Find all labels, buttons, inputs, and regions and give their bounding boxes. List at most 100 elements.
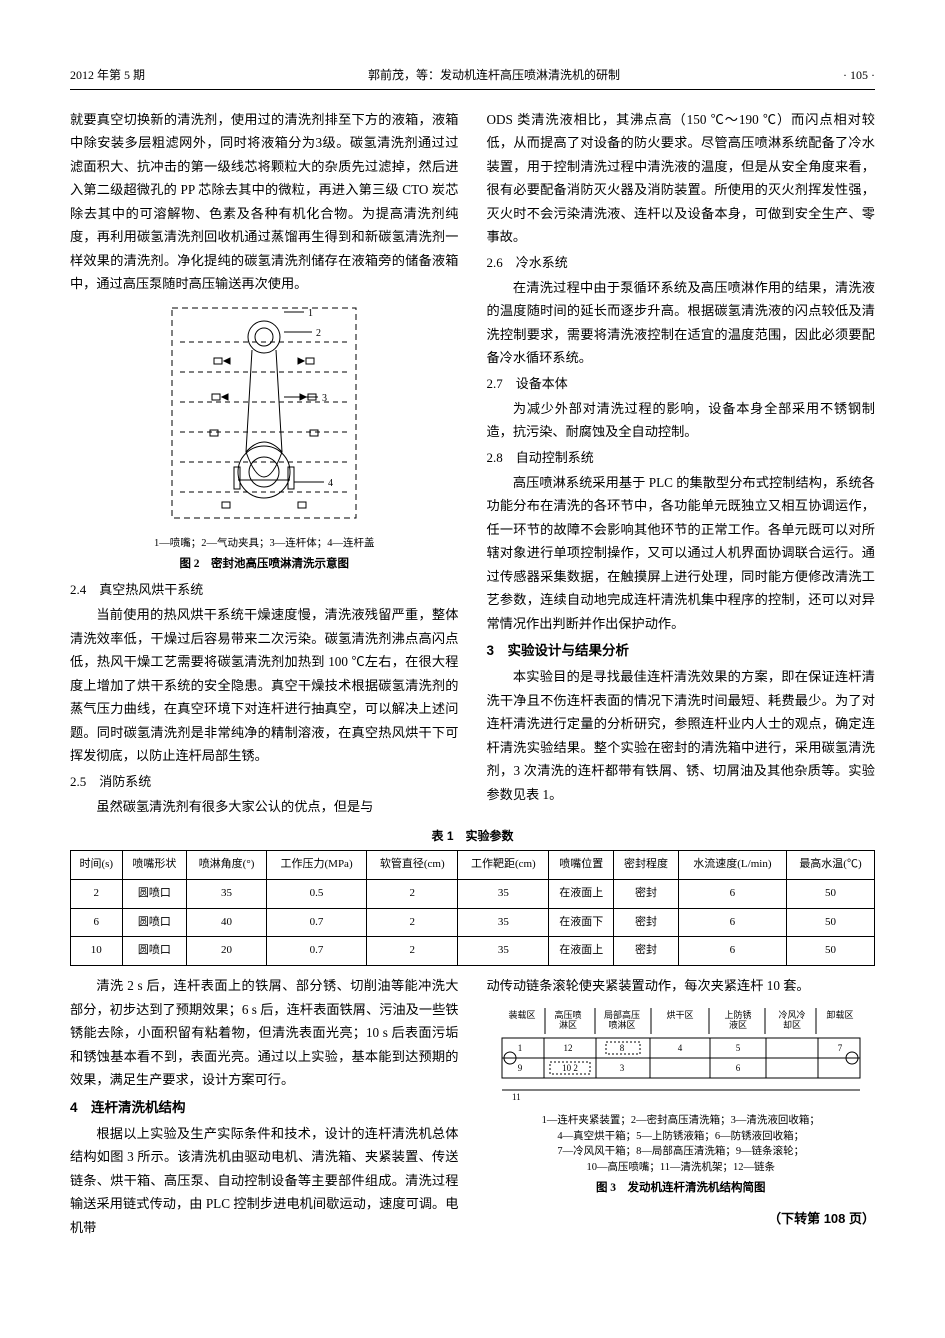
table-cell: 圆喷口 — [122, 908, 187, 937]
table-cell: 35 — [458, 937, 549, 966]
svg-text:3: 3 — [322, 393, 327, 404]
svg-text:12: 12 — [563, 1043, 572, 1053]
svg-text:1: 1 — [308, 308, 313, 319]
table-cell: 圆喷口 — [122, 937, 187, 966]
header-title: 郭前茂，等：发动机连杆高压喷淋清洗机的研制 — [145, 65, 843, 87]
table-row: 2圆喷口350.5235在液面上密封650 — [71, 879, 875, 908]
figure-3-zone-label: 喷淋区 — [608, 1019, 635, 1030]
table-cell: 6 — [678, 937, 786, 966]
table-cell: 6 — [71, 908, 123, 937]
table-1-col-header: 最高水温(℃) — [786, 851, 874, 880]
table-1-col-header: 时间(s) — [71, 851, 123, 880]
table-cell: 10 — [71, 937, 123, 966]
para-2-4: 当前使用的热风烘干系统干燥速度慢，清洗液残留严重，整体清洗效率低，干燥过后容易带… — [70, 603, 459, 768]
para-2-6: 在清洗过程中由于泵循环系统及高压喷淋作用的结果，清洗液的温度随时间的延长而逐步升… — [487, 276, 876, 370]
svg-text:4: 4 — [328, 478, 333, 489]
figure-3-legend-line: 1—连杆夹紧装置；2—密封高压清洗箱；3—清洗液回收箱； — [487, 1113, 876, 1129]
svg-text:11: 11 — [512, 1092, 521, 1102]
figure-3-legend-line: 10—高压喷嘴；11—清洗机架；12—链条 — [487, 1160, 876, 1176]
right-column: ODS 类清洗液相比，其沸点高（150 ℃～190 ℃）而闪点相对较低，从而提高… — [487, 108, 876, 821]
figure-2-legend: 1—喷嘴；2—气动夹具；3—连杆体；4—连杆盖 — [70, 536, 459, 552]
para-2-7: 为减少外部对清洗过程的影响，设备本身全部采用不锈钢制造，抗污染、耐腐蚀及全自动控… — [487, 397, 876, 444]
svg-text:5: 5 — [736, 1043, 741, 1053]
header-issue: 2012 年第 5 期 — [70, 65, 145, 87]
para-chain: 动传动链条滚轮使夹紧装置动作，每次夹紧连杆 10 套。 — [487, 974, 876, 998]
figure-3-zone-label: 液区 — [729, 1019, 747, 1030]
figure-3-zone-label: 上防锈 — [724, 1009, 751, 1020]
table-cell: 35 — [458, 908, 549, 937]
para-ods: ODS 类清洗液相比，其沸点高（150 ℃～190 ℃）而闪点相对较低，从而提高… — [487, 108, 876, 249]
para-carbon-cleaner: 就要真空切换新的清洗剂，使用过的清洗剂排至下方的液箱，液箱中除安装多层粗滤网外，… — [70, 108, 459, 296]
table-cell: 50 — [786, 879, 874, 908]
figure-3-title: 图 3 发动机连杆清洗机结构简图 — [487, 1178, 876, 1199]
table-1-col-header: 喷淋角度(°) — [187, 851, 267, 880]
table-1-block: 表 1 实验参数 时间(s)喷嘴形状喷淋角度(°)工作压力(MPa)软管直径(c… — [70, 826, 875, 966]
table-cell: 0.7 — [266, 908, 366, 937]
heading-2-4: 2.4 真空热风烘干系统 — [70, 578, 459, 601]
table-cell: 圆喷口 — [122, 879, 187, 908]
upper-columns: 就要真空切换新的清洗剂，使用过的清洗剂排至下方的液箱，液箱中除安装多层粗滤网外，… — [70, 108, 875, 821]
figure-3-zone-label: 卸载区 — [826, 1009, 853, 1020]
figure-3-zone-label: 装载区 — [508, 1009, 535, 1020]
table-cell: 0.7 — [266, 937, 366, 966]
table-cell: 6 — [678, 879, 786, 908]
figure-3-legend-line: 7—冷风风干箱；8—局部高压清洗箱；9—链条滚轮； — [487, 1144, 876, 1160]
figure-3-zone-label: 高压喷 — [554, 1009, 581, 1020]
svg-text:3: 3 — [620, 1063, 625, 1073]
para-4: 根据以上实验及生产实际条件和技术，设计的连杆清洗机总体结构如图 3 所示。该清洗… — [70, 1122, 459, 1240]
lower-left-column: 清洗 2 s 后，连杆表面上的铁屑、部分锈、切削油等能冲洗大部分，初步达到了预期… — [70, 974, 459, 1241]
table-cell: 2 — [367, 879, 458, 908]
figure-3-zone-label: 淋区 — [559, 1019, 577, 1030]
page: 2012 年第 5 期 郭前茂，等：发动机连杆高压喷淋清洗机的研制 · 105 … — [0, 0, 945, 1338]
header-pagenum: · 105 · — [843, 65, 875, 87]
table-1-col-header: 喷嘴位置 — [549, 851, 614, 880]
svg-text:9: 9 — [518, 1063, 523, 1073]
table-cell: 20 — [187, 937, 267, 966]
continuation-note: （下转第 108 页） — [487, 1207, 876, 1230]
table-1: 时间(s)喷嘴形状喷淋角度(°)工作压力(MPa)软管直径(cm)工作靶距(cm… — [70, 850, 875, 966]
table-cell: 35 — [187, 879, 267, 908]
table-1-col-header: 工作压力(MPa) — [266, 851, 366, 880]
table-1-header-row: 时间(s)喷嘴形状喷淋角度(°)工作压力(MPa)软管直径(cm)工作靶距(cm… — [71, 851, 875, 880]
heading-4: 4 连杆清洗机结构 — [70, 1096, 459, 1120]
table-1-title: 表 1 实验参数 — [70, 826, 875, 848]
table-cell: 50 — [786, 937, 874, 966]
svg-text:1: 1 — [518, 1043, 523, 1053]
para-3: 本实验目的是寻找最佳连杆清洗效果的方案，即在保证连杆清洗干净且不伤连杆表面的情况… — [487, 665, 876, 806]
para-after-table: 清洗 2 s 后，连杆表面上的铁屑、部分锈、切削油等能冲洗大部分，初步达到了预期… — [70, 974, 459, 1092]
table-cell: 40 — [187, 908, 267, 937]
figure-2-svg: 1 2 3 4 — [154, 302, 374, 527]
figure-3-zone-label: 烘干区 — [666, 1009, 693, 1020]
table-cell: 0.5 — [266, 879, 366, 908]
svg-text:10 2: 10 2 — [562, 1063, 578, 1073]
svg-text:6: 6 — [736, 1063, 741, 1073]
svg-text:7: 7 — [838, 1043, 843, 1053]
figure-2: 1 2 3 4 1—喷嘴；2—气动夹具 — [70, 302, 459, 575]
heading-2-6: 2.6 冷水系统 — [487, 251, 876, 274]
lower-right-column: 动传动链条滚轮使夹紧装置动作，每次夹紧连杆 10 套。 装载区高压喷淋区局部高压… — [487, 974, 876, 1241]
table-cell: 密封 — [614, 937, 679, 966]
svg-text:4: 4 — [678, 1043, 683, 1053]
table-1-col-header: 工作靶距(cm) — [458, 851, 549, 880]
table-cell: 在液面上 — [549, 879, 614, 908]
table-cell: 35 — [458, 879, 549, 908]
para-2-8: 高压喷淋系统采用基于 PLC 的集散型分布式控制结构，系统各功能分布在清洗的各环… — [487, 471, 876, 636]
table-1-col-header: 喷嘴形状 — [122, 851, 187, 880]
table-cell: 在液面下 — [549, 908, 614, 937]
heading-3: 3 实验设计与结果分析 — [487, 639, 876, 663]
figure-3-zone-label: 冷风冷 — [778, 1009, 805, 1020]
svg-text:2: 2 — [316, 328, 321, 339]
table-1-col-header: 水流速度(L/min) — [678, 851, 786, 880]
figure-3: 装载区高压喷淋区局部高压喷淋区烘干区上防锈液区冷风冷却区卸载区 1 — [487, 1004, 876, 1199]
table-cell: 密封 — [614, 879, 679, 908]
heading-2-8: 2.8 自动控制系统 — [487, 446, 876, 469]
table-cell: 2 — [367, 908, 458, 937]
figure-2-title: 图 2 密封池高压喷淋清洗示意图 — [70, 554, 459, 575]
svg-text:8: 8 — [620, 1043, 625, 1053]
figure-3-zone-label: 却区 — [783, 1020, 801, 1030]
figure-3-legend-line: 4—真空烘干箱；5—上防锈液箱；6—防锈液回收箱； — [487, 1129, 876, 1145]
figure-3-legend: 1—连杆夹紧装置；2—密封高压清洗箱；3—清洗液回收箱；4—真空烘干箱；5—上防… — [487, 1113, 876, 1176]
left-column: 就要真空切换新的清洗剂，使用过的清洗剂排至下方的液箱，液箱中除安装多层粗滤网外，… — [70, 108, 459, 821]
table-1-col-header: 密封程度 — [614, 851, 679, 880]
table-cell: 50 — [786, 908, 874, 937]
